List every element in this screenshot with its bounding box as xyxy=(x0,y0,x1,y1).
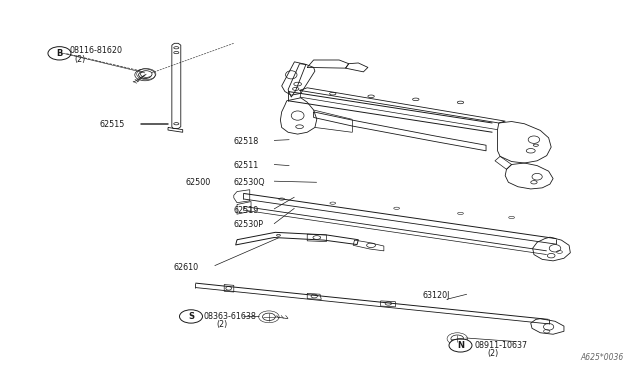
Circle shape xyxy=(48,46,71,60)
Text: 62518: 62518 xyxy=(234,137,259,146)
Circle shape xyxy=(449,339,472,352)
Circle shape xyxy=(141,71,152,77)
Text: (2): (2) xyxy=(74,55,85,64)
Circle shape xyxy=(451,335,464,342)
Text: 63120J: 63120J xyxy=(422,291,449,300)
Text: 62500: 62500 xyxy=(186,178,211,187)
Text: 62515: 62515 xyxy=(100,121,125,129)
Circle shape xyxy=(139,71,152,78)
Text: B: B xyxy=(56,49,63,58)
Text: 62530P: 62530P xyxy=(234,221,264,230)
Text: N: N xyxy=(457,341,464,350)
Text: A625*0036: A625*0036 xyxy=(580,353,623,362)
Circle shape xyxy=(262,313,275,321)
Text: 62610: 62610 xyxy=(173,263,198,272)
Text: 08911-10637: 08911-10637 xyxy=(474,341,527,350)
Text: 62519: 62519 xyxy=(234,206,259,215)
Circle shape xyxy=(179,310,202,323)
Text: (2): (2) xyxy=(216,321,228,330)
Text: 62511: 62511 xyxy=(234,161,259,170)
Text: S: S xyxy=(188,312,194,321)
Text: 08363-61638: 08363-61638 xyxy=(204,312,257,321)
Text: 62530Q: 62530Q xyxy=(234,178,266,187)
Text: 08116-81620: 08116-81620 xyxy=(70,46,123,55)
Text: (2): (2) xyxy=(487,349,499,358)
